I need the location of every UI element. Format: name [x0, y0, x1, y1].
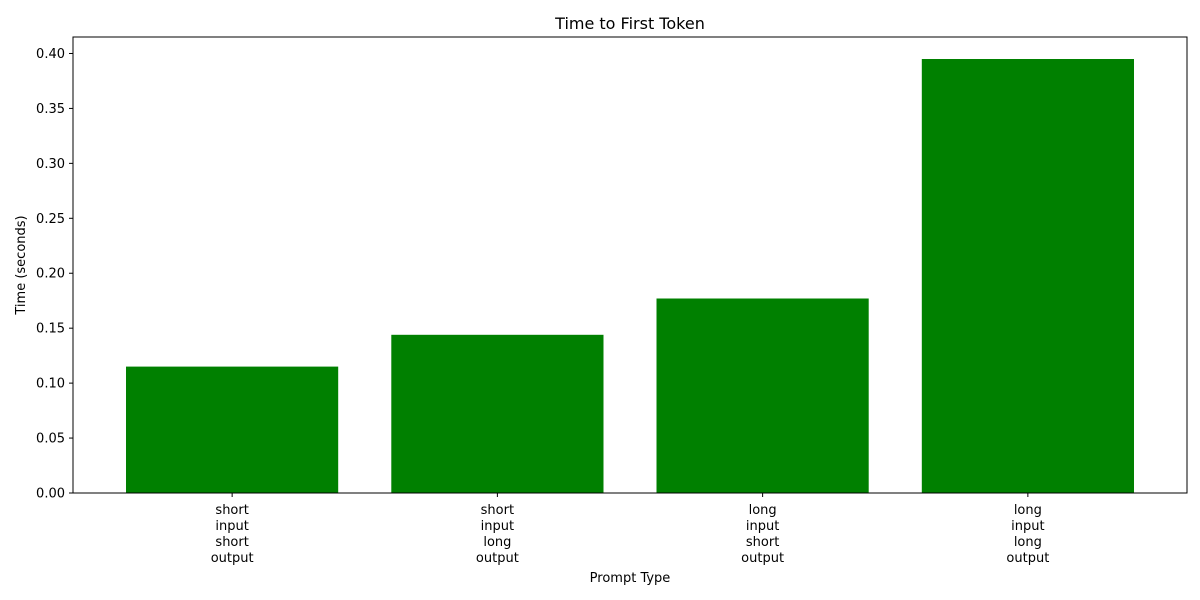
y-tick-label: 0.05	[36, 432, 65, 447]
y-tick-label: 0.10	[36, 377, 65, 392]
y-tick-label: 0.40	[36, 47, 65, 62]
bar	[391, 334, 604, 493]
plot-frame	[72, 36, 1188, 494]
y-tick-label: 0.00	[36, 487, 65, 502]
bars-group	[126, 59, 1134, 493]
x-axis: short input short output short input long outpu…	[211, 493, 1049, 566]
y-tick-label: 0.15	[36, 322, 65, 337]
x-tick-label: long input short output	[741, 503, 784, 566]
x-axis-label: Prompt Type	[590, 571, 671, 586]
x-tick-label: short input short output	[211, 503, 254, 566]
y-axis: 0.00 0.05 0.10 0.15 0.20 0.25 0.30 0.35 0.40	[36, 47, 73, 502]
bar	[656, 298, 869, 493]
y-tick-label: 0.30	[36, 157, 65, 172]
bar	[126, 366, 339, 493]
bar	[921, 59, 1134, 493]
x-tick-label: long input long output	[1006, 503, 1049, 566]
x-tick-label: short input long output	[476, 503, 519, 566]
y-axis-label: Time (seconds)	[14, 215, 29, 315]
y-tick-label: 0.35	[36, 102, 65, 117]
chart-title: Time to First Token	[554, 14, 705, 33]
y-tick-label: 0.25	[36, 212, 65, 227]
y-tick-label: 0.20	[36, 267, 65, 282]
